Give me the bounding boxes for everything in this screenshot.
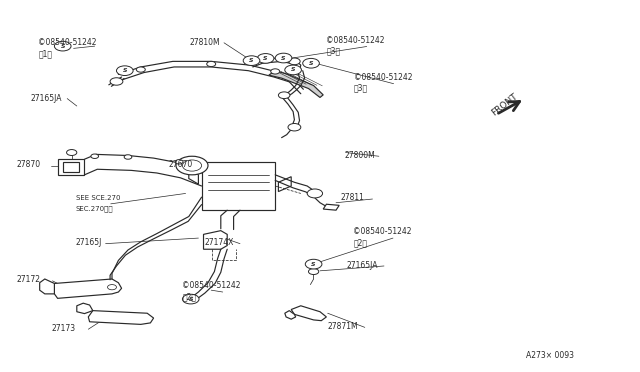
Text: 27670: 27670 — [169, 160, 193, 169]
Polygon shape — [323, 204, 339, 210]
Circle shape — [289, 58, 300, 65]
FancyBboxPatch shape — [202, 162, 275, 210]
Circle shape — [207, 61, 216, 67]
Circle shape — [285, 65, 301, 75]
Text: ©08540-51242
（2）: ©08540-51242 （2） — [353, 227, 412, 247]
Text: 27811: 27811 — [340, 193, 364, 202]
Polygon shape — [269, 71, 323, 97]
Circle shape — [305, 259, 322, 269]
Circle shape — [278, 92, 290, 99]
Circle shape — [54, 41, 71, 51]
Polygon shape — [77, 303, 93, 314]
Text: SEE SCE.270: SEE SCE.270 — [76, 195, 120, 201]
Circle shape — [124, 155, 132, 159]
Text: 27870: 27870 — [17, 160, 41, 169]
Text: 27172: 27172 — [17, 275, 41, 284]
Circle shape — [182, 294, 199, 304]
Circle shape — [110, 78, 123, 85]
Text: ©08540-51242
（3）: ©08540-51242 （3） — [326, 36, 385, 56]
Polygon shape — [54, 279, 122, 298]
Text: 27871M: 27871M — [328, 322, 358, 331]
Circle shape — [243, 56, 260, 65]
Circle shape — [176, 156, 208, 175]
Circle shape — [308, 269, 319, 275]
Circle shape — [182, 160, 202, 171]
Circle shape — [257, 54, 274, 63]
Text: 27173: 27173 — [51, 324, 76, 333]
Text: ©08540-51242
（2）: ©08540-51242 （2） — [182, 281, 241, 301]
Polygon shape — [285, 311, 296, 319]
Circle shape — [288, 124, 301, 131]
Polygon shape — [40, 279, 54, 294]
Circle shape — [175, 160, 183, 164]
Circle shape — [275, 53, 292, 63]
Polygon shape — [63, 162, 79, 172]
Polygon shape — [189, 169, 198, 184]
Text: 27165JA: 27165JA — [347, 261, 378, 270]
Text: FRONT: FRONT — [490, 91, 519, 117]
Circle shape — [303, 58, 319, 68]
Text: 27800M: 27800M — [344, 151, 375, 160]
Text: SEC.270参照: SEC.270参照 — [76, 206, 113, 212]
Text: S: S — [291, 67, 296, 73]
Text: 27174X: 27174X — [205, 238, 234, 247]
Circle shape — [271, 69, 280, 74]
Polygon shape — [278, 177, 291, 192]
Text: S: S — [60, 44, 65, 49]
Circle shape — [108, 285, 116, 290]
Polygon shape — [58, 159, 84, 175]
Text: S: S — [122, 68, 127, 73]
Circle shape — [136, 67, 145, 72]
Polygon shape — [204, 231, 227, 249]
Text: S: S — [188, 296, 193, 302]
Circle shape — [307, 189, 323, 198]
Text: 27810M: 27810M — [189, 38, 220, 46]
Circle shape — [116, 66, 133, 76]
Circle shape — [91, 154, 99, 158]
Text: S: S — [311, 262, 316, 267]
Polygon shape — [291, 306, 326, 321]
Polygon shape — [88, 311, 154, 324]
Text: S: S — [263, 56, 268, 61]
Text: ©08540-51242
（3）: ©08540-51242 （3） — [354, 73, 412, 93]
Text: S: S — [281, 55, 286, 61]
Text: S: S — [308, 61, 314, 66]
Text: ©08540-51242
（1）: ©08540-51242 （1） — [38, 38, 97, 58]
Circle shape — [67, 150, 77, 155]
Text: 27165J: 27165J — [76, 238, 102, 247]
Text: S: S — [249, 58, 254, 63]
Text: 27165JA: 27165JA — [31, 94, 62, 103]
Text: A273× 0093: A273× 0093 — [526, 351, 574, 360]
